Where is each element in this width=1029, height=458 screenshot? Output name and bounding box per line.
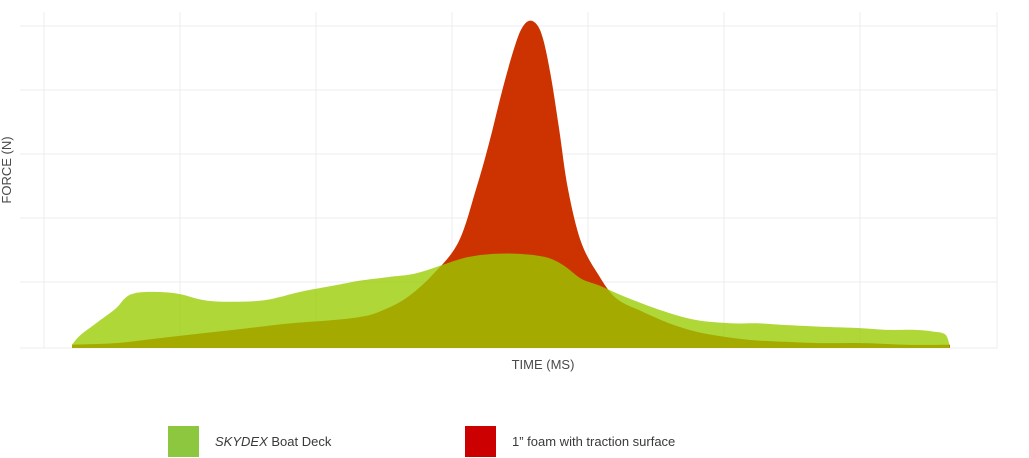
legend-item-foam: 1” foam with traction surface bbox=[465, 426, 675, 457]
y-axis-label: FORCE (N) bbox=[0, 136, 14, 203]
area-foam-traction bbox=[72, 20, 950, 348]
legend-swatch-skydex bbox=[168, 426, 199, 457]
area-skydex-boat-deck bbox=[72, 253, 950, 348]
legend-label-foam: 1” foam with traction surface bbox=[512, 434, 676, 449]
chart-areas bbox=[72, 20, 950, 348]
legend-brand-name: SKYDEX bbox=[215, 434, 268, 449]
legend-label-skydex: SKYDEX Boat Deck bbox=[215, 434, 331, 449]
x-axis-label: TIME (MS) bbox=[512, 357, 575, 372]
legend-item-skydex: SKYDEX Boat Deck bbox=[168, 426, 331, 457]
chart-legend: SKYDEX Boat Deck 1” foam with traction s… bbox=[0, 426, 1029, 458]
legend-label-skydex-text: Boat Deck bbox=[267, 434, 332, 449]
force-time-chart: TIME (MS) FORCE (N) bbox=[0, 12, 998, 372]
legend-swatch-foam bbox=[465, 426, 496, 457]
